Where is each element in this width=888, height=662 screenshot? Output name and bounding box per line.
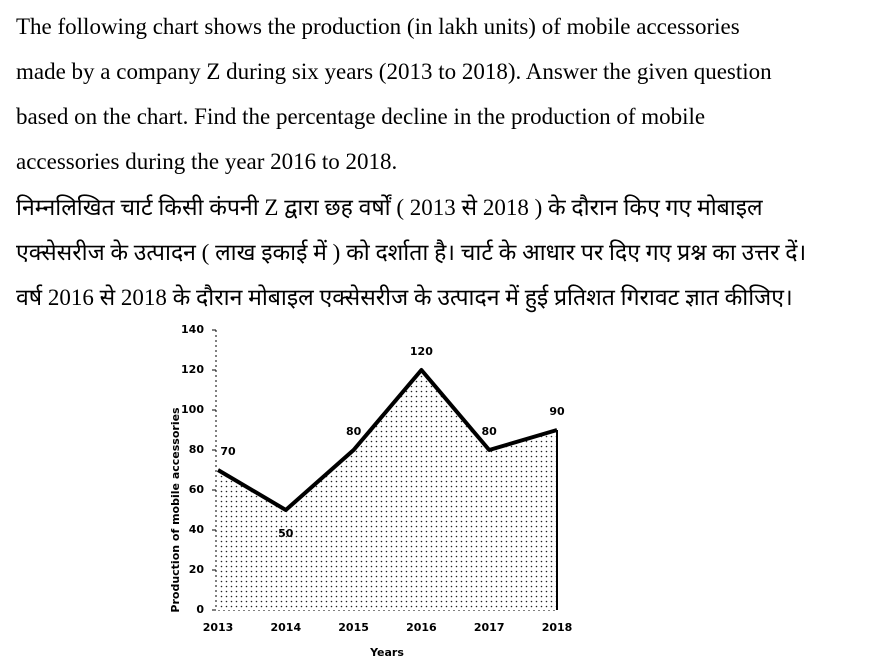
data-label: 90: [549, 405, 565, 418]
question-line: accessories during the year 2016 to 2018…: [16, 149, 397, 174]
data-label: 70: [220, 445, 236, 458]
y-tick-label: 40: [189, 523, 205, 536]
y-tick-label: 80: [189, 443, 205, 456]
x-tick-label: 2018: [542, 621, 573, 634]
x-tick-label: 2017: [474, 621, 505, 634]
data-label: 50: [278, 527, 294, 540]
y-tick-label: 0: [196, 603, 204, 616]
data-label: 120: [410, 345, 433, 358]
question-line: based on the chart. Find the percentage …: [16, 104, 705, 129]
question-line: The following chart shows the production…: [16, 14, 740, 39]
x-tick-label: 2013: [203, 621, 234, 634]
x-tick-label: 2016: [406, 621, 437, 634]
data-label: 80: [346, 425, 362, 438]
y-tick-label: 60: [189, 483, 205, 496]
x-axis-title: Years: [369, 646, 404, 659]
chart: 0 20 40 60 80 100 120 140 Production of mobile a…: [169, 323, 572, 659]
y-tick-label: 140: [181, 323, 204, 336]
y-axis-title: Production of mobile accessories: [169, 407, 182, 613]
y-tick-label: 100: [181, 403, 204, 416]
y-tick-label: 20: [189, 563, 205, 576]
question-line: made by a company Z during six years (20…: [16, 59, 772, 84]
x-tick-label: 2015: [338, 621, 369, 634]
question-line-hindi: वर्ष 2016 से 2018 के दौरान मोबाइल एक्सेस…: [16, 284, 793, 313]
question-line-hindi: निम्नलिखित चार्ट किसी कंपनी Z द्वारा छह …: [16, 194, 763, 220]
x-tick-label: 2014: [270, 621, 301, 634]
y-tick-label: 120: [181, 363, 204, 376]
line: [216, 368, 558, 512]
question-line-hindi: एक्सेसरीज के उत्पादन ( लाख इकाई में ) को…: [16, 239, 806, 265]
area-fill: [218, 370, 557, 610]
data-label: 80: [482, 425, 498, 438]
